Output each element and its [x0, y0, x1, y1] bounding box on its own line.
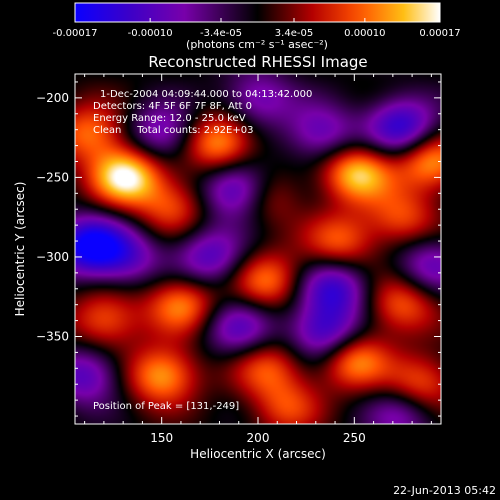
colorbar-ticks: -0.00017 -0.00010 -3.4e-05 3.4e-05 0.00010 0.…	[53, 18, 461, 39]
heatmap-plot	[74, 73, 442, 425]
chart-title: Reconstructed RHESSI Image	[148, 53, 367, 71]
footer-timestamp: 22-Jun-2013 05:42	[393, 484, 496, 497]
x-axis-label: Heliocentric X (arcsec)	[190, 447, 326, 461]
colorbar-tick-label: -0.00010	[128, 28, 173, 39]
colorbar-gradient	[74, 2, 441, 23]
y-tick-label: −350	[36, 330, 69, 344]
info-line-energy: Energy Range: 12.0 - 25.0 keV	[93, 113, 246, 124]
colorbar: -0.00017 -0.00010 -3.4e-05 3.4e-05 0.00010 0.…	[53, 2, 461, 51]
colorbar-tick-label: 0.00017	[419, 28, 460, 39]
y-tick-label: −300	[36, 250, 69, 264]
peak-position-label: Position of Peak = [131,-249]	[93, 401, 239, 412]
colorbar-tick-label: 0.00010	[344, 28, 385, 39]
axis-ticks: 150 200 250 −200 −250 −300 −350	[36, 74, 441, 445]
info-line-time: 1-Dec-2004 04:09:44.000 to 04:13:42.000	[100, 89, 312, 100]
info-line-clean: Clean Total counts: 2.92E+03	[93, 125, 253, 136]
y-axis-label: Heliocentric Y (arcsec)	[13, 182, 27, 317]
colorbar-tick-label: 3.4e-05	[275, 28, 313, 39]
x-tick-label: 150	[150, 431, 173, 445]
colorbar-unit-label: (photons cm⁻² s⁻¹ asec⁻²)	[186, 38, 328, 51]
y-tick-label: −250	[36, 170, 69, 184]
info-overlay: 1-Dec-2004 04:09:44.000 to 04:13:42.000 …	[93, 89, 312, 412]
colorbar-tick-label: -3.4e-05	[200, 28, 242, 39]
x-tick-label: 250	[343, 431, 366, 445]
heatmap-image	[75, 74, 441, 424]
y-tick-label: −200	[36, 91, 69, 105]
info-line-detectors: Detectors: 4F 5F 6F 7F 8F, Att 0	[93, 101, 252, 112]
x-tick-label: 200	[247, 431, 270, 445]
colorbar-tick-label: -0.00017	[53, 28, 98, 39]
